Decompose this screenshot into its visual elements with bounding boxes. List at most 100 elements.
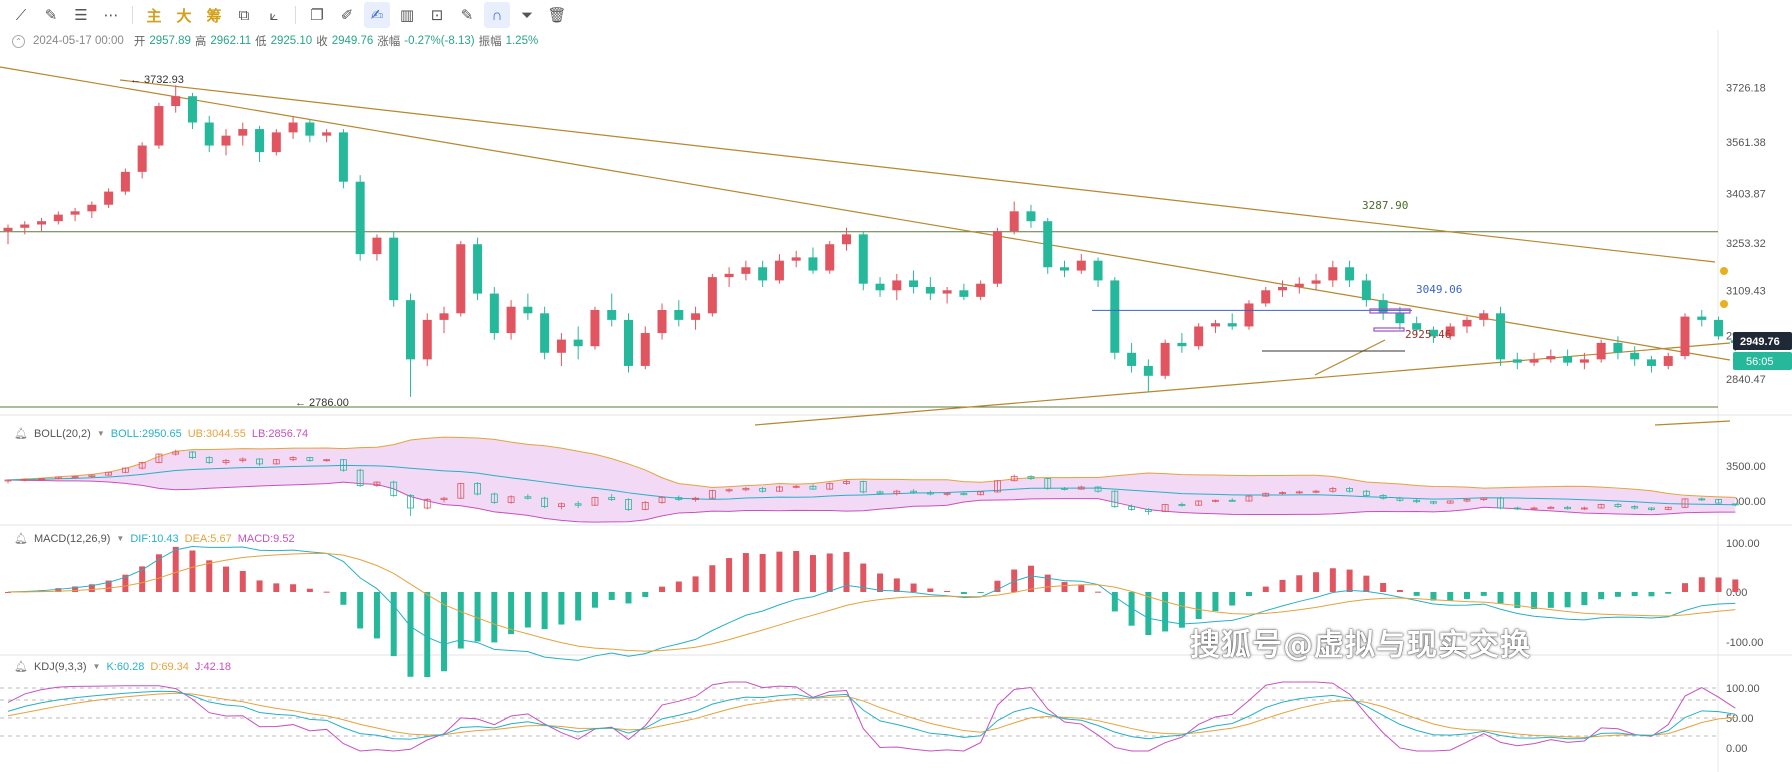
candle-body [573,339,583,347]
trash-icon[interactable]: 🗑 [547,7,567,24]
boll-candle-body [692,497,699,501]
lock-icon[interactable]: ⊡ [430,7,444,24]
dropdown-arrow-icon[interactable]: ▼ [92,662,101,671]
macd-dea-value: DEA:5.67 [184,532,232,545]
boll-name[interactable]: BOLL(20,2) [33,427,91,440]
macd-histogram-bar [994,580,1001,592]
macd-histogram-bar [155,554,162,592]
chip-indicator-button[interactable]: 筹 [206,6,222,25]
candle-body [590,310,600,347]
kdj-name[interactable]: KDJ(9,3,3) [33,660,87,673]
macd-axis-tick: 100.00 [1726,538,1760,550]
bell-icon[interactable]: 🔔︎ [14,661,28,673]
macd-histogram-bar [1212,592,1219,612]
boll-ub-value: UB:3044.55 [187,427,246,440]
high-value: 2962.11 [210,35,252,47]
main-axis-tick: 3253.32 [1726,238,1766,250]
boll-candle-body [407,494,414,509]
boll-candle-body [1497,497,1504,509]
candle-body [372,237,382,255]
candle-body [422,319,432,360]
macd-name[interactable]: MACD(12,26,9) [33,532,111,545]
magnet-icon[interactable]: ∩ [484,2,510,28]
dropdown-arrow-icon[interactable]: ▼ [116,534,125,543]
boll-candle-body [524,496,532,499]
macd-histogram-bar [357,592,364,629]
boll-candle-body [1094,486,1102,492]
candle-body [1143,365,1153,376]
boll-candle-body [1195,500,1203,506]
copy-icon[interactable]: ⧉ [238,6,250,24]
toolbar-divider [132,6,133,24]
macd-histogram-bar [189,550,196,592]
macd-histogram-bar [407,592,414,677]
candle-body [1328,267,1338,281]
candle-body [741,267,751,274]
kdj-j-line [7,681,1736,752]
candle-body [1244,303,1254,327]
boll-candle-body [205,457,213,463]
collapse-icon[interactable]: ⌃ [12,34,25,48]
boll-candle-body [1061,487,1068,490]
brush-icon[interactable]: ✐ [340,7,354,24]
filter-icon[interactable]: ⏷ [520,6,533,24]
kdj-k-value: K:60.28 [106,660,145,673]
pencil-icon[interactable]: ✎ [44,7,58,24]
boll-candle-body [1044,478,1052,489]
bell-icon[interactable]: 🔔︎ [14,428,28,440]
layers-icon[interactable]: ❐ [310,7,324,24]
boll-candle-body [725,489,733,492]
high-annotation: ← 3732.93 [130,74,184,86]
macd-histogram-bar [910,583,917,592]
dropdown-arrow-icon[interactable]: ▼ [96,429,105,438]
boll-candle-body [1715,499,1722,504]
macd-histogram-bar [1430,592,1437,601]
candle-icon[interactable]: ▥ [399,7,415,24]
boll-ub-line [7,436,1736,498]
boll-candle-body [71,476,79,478]
edit-icon[interactable]: ✎ [460,7,474,24]
boll-candle-body [1648,507,1655,510]
boll-candle-body [105,471,113,476]
boll-candle-body [1664,506,1672,510]
bell-icon[interactable]: 🔔︎ [14,533,28,545]
candle-body [355,181,365,255]
candle-body [1194,326,1204,347]
candle-body [1630,352,1640,360]
macd-histogram-bar [1061,581,1068,592]
main-indicator-button[interactable]: 主 [146,6,162,25]
candle-body [137,145,147,172]
macd-histogram-bar [424,592,431,678]
candle-body [1395,313,1405,324]
boll-candle-body [809,485,817,490]
macd-histogram-bar [340,592,347,605]
ruler-icon[interactable]: ⟀ [269,6,279,24]
macd-histogram-bar [172,546,179,592]
boll-candle-body [843,480,850,484]
more-icon[interactable]: ⋯ [103,7,119,24]
trend-line-upper [0,66,1731,361]
macd-histogram-bar [960,592,967,594]
boll-value: BOLL:2950.65 [110,427,182,440]
boll-candle-body [138,462,146,469]
highlight-box [1373,327,1405,332]
boll-candle-body [339,459,347,471]
candle-body [1462,319,1472,327]
boll-candle-body [960,492,968,496]
candle-body [992,231,1002,284]
multi-line-icon[interactable]: ☰ [74,7,88,24]
amplitude-label: 振幅 [478,36,502,48]
kdj-j-value: J:42.18 [194,660,232,673]
pen-active-icon[interactable]: ✍ [364,2,390,28]
boll-candle-body [876,491,884,494]
kdj-d-line [7,692,1736,738]
macd-histogram-bar [726,558,733,592]
boll-candle-body [893,490,901,494]
macd-histogram-bar [692,576,699,592]
candle-body [104,191,114,205]
line-tool-icon[interactable]: ⟋ [15,6,27,24]
boll-candle-body [1513,507,1521,510]
big-indicator-button[interactable]: 大 [176,6,192,25]
boll-candle-body [1547,506,1555,509]
